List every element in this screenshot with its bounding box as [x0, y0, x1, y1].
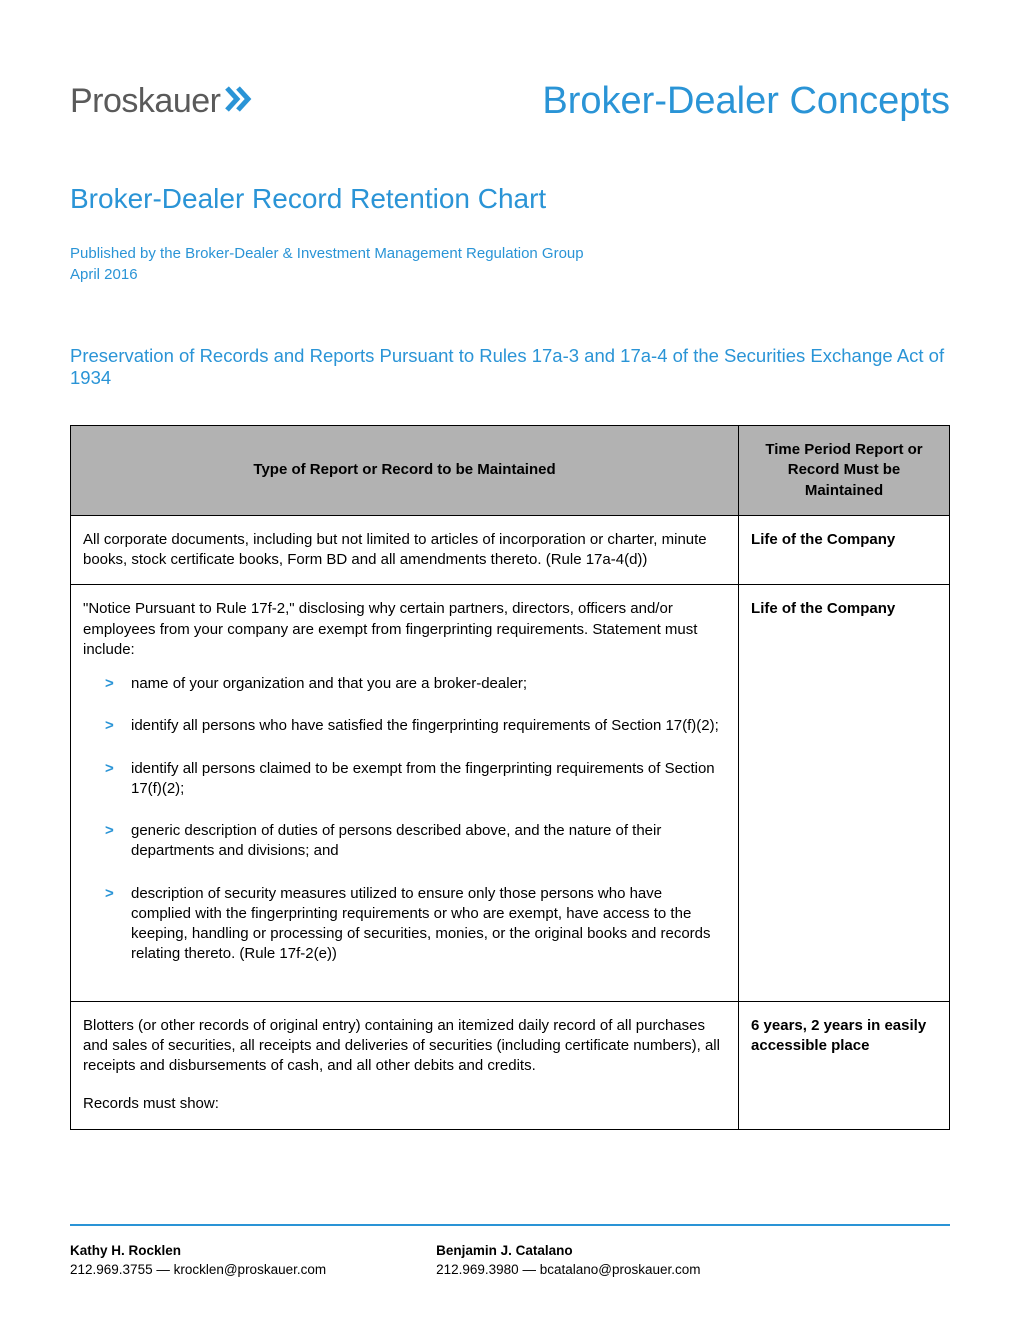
- cell-type: Blotters (or other records of original e…: [71, 1001, 739, 1129]
- table-row: "Notice Pursuant to Rule 17f-2," disclos…: [71, 585, 950, 1001]
- header-row: Proskauer Broker-Dealer Concepts: [70, 80, 950, 123]
- section-title: Preservation of Records and Reports Purs…: [70, 345, 950, 389]
- table-row: All corporate documents, including but n…: [71, 515, 950, 585]
- publisher-block: Published by the Broker-Dealer & Investm…: [70, 243, 950, 285]
- logo-text: Proskauer: [70, 82, 220, 121]
- list-item: name of your organization and that you a…: [111, 674, 726, 694]
- footer-contacts: Kathy H. Rocklen 212.969.3755 — krocklen…: [70, 1242, 950, 1280]
- publisher-line: Published by the Broker-Dealer & Investm…: [70, 243, 950, 264]
- contact-line: 212.969.3980 — bcatalano@proskauer.com: [436, 1261, 700, 1280]
- col-header-type: Type of Report or Record to be Maintaine…: [71, 426, 739, 516]
- logo-chevron-icon: [224, 85, 254, 118]
- bullet-list: name of your organization and that you a…: [83, 674, 726, 965]
- cell-period: 6 years, 2 years in easily accessible pl…: [739, 1001, 950, 1129]
- list-item: generic description of duties of persons…: [111, 821, 726, 862]
- contact-line: 212.969.3755 — krocklen@proskauer.com: [70, 1261, 326, 1280]
- cell-period: Life of the Company: [739, 515, 950, 585]
- footer: Kathy H. Rocklen 212.969.3755 — krocklen…: [70, 1224, 950, 1280]
- list-item: identify all persons who have satisfied …: [111, 716, 726, 736]
- publish-date: April 2016: [70, 264, 950, 285]
- header-title: Broker-Dealer Concepts: [542, 80, 950, 123]
- cell-period: Life of the Company: [739, 585, 950, 1001]
- cell-trailer: Records must show:: [83, 1094, 726, 1114]
- contact-name: Kathy H. Rocklen: [70, 1242, 326, 1261]
- list-item: identify all persons claimed to be exemp…: [111, 759, 726, 800]
- contact-block: Kathy H. Rocklen 212.969.3755 — krocklen…: [70, 1242, 326, 1280]
- table-header-row: Type of Report or Record to be Maintaine…: [71, 426, 950, 516]
- cell-type: "Notice Pursuant to Rule 17f-2," disclos…: [71, 585, 739, 1001]
- cell-type: All corporate documents, including but n…: [71, 515, 739, 585]
- list-item: description of security measures utilize…: [111, 884, 726, 965]
- contact-block: Benjamin J. Catalano 212.969.3980 — bcat…: [436, 1242, 700, 1280]
- cell-text: Blotters (or other records of original e…: [83, 1016, 726, 1077]
- contact-name: Benjamin J. Catalano: [436, 1242, 700, 1261]
- logo: Proskauer: [70, 82, 254, 121]
- col-header-period: Time Period Report or Record Must be Mai…: [739, 426, 950, 516]
- retention-table: Type of Report or Record to be Maintaine…: [70, 425, 950, 1130]
- table-row: Blotters (or other records of original e…: [71, 1001, 950, 1129]
- document-title: Broker-Dealer Record Retention Chart: [70, 183, 950, 215]
- cell-intro: "Notice Pursuant to Rule 17f-2," disclos…: [83, 599, 726, 660]
- footer-rule: [70, 1224, 950, 1226]
